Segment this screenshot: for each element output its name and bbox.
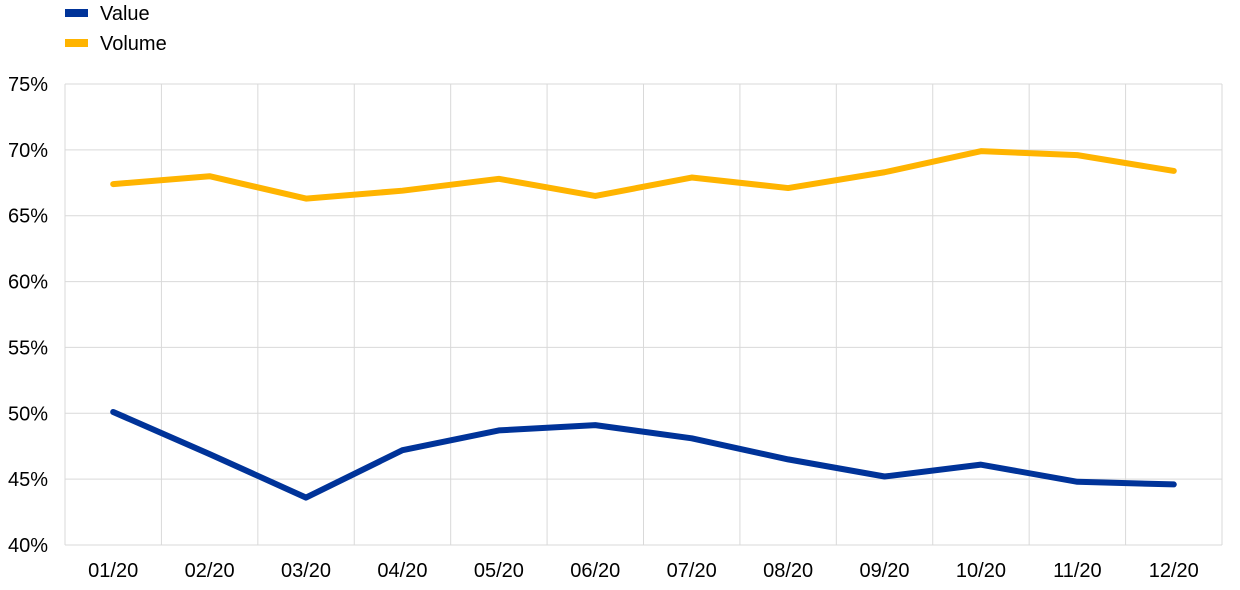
data-point-value <box>400 448 404 452</box>
data-point-value <box>593 423 597 427</box>
series <box>110 148 1177 501</box>
x-tick-label: 12/20 <box>1149 560 1199 582</box>
data-point-volume <box>400 189 404 193</box>
x-tick-label: 08/20 <box>763 560 813 582</box>
data-point-value <box>690 436 694 440</box>
y-tick-label: 60% <box>8 272 48 294</box>
data-point-value <box>883 475 887 479</box>
data-point-value <box>786 457 790 461</box>
data-point-value <box>979 463 983 467</box>
x-tick-label: 02/20 <box>185 560 235 582</box>
series-line-volume <box>110 148 1177 202</box>
data-point-volume <box>690 176 694 180</box>
data-point-value <box>208 452 212 456</box>
legend: Value Volume <box>65 3 167 55</box>
y-tick-label: 45% <box>8 469 48 491</box>
data-point-volume <box>208 174 212 178</box>
data-point-volume <box>1172 169 1176 173</box>
y-tick-label: 40% <box>8 535 48 557</box>
data-point-value <box>304 496 308 500</box>
series-line-value <box>110 408 1177 501</box>
data-point-volume <box>111 182 115 186</box>
x-tick-label: 10/20 <box>956 560 1006 582</box>
y-tick-label: 50% <box>8 403 48 425</box>
data-point-value <box>497 428 501 432</box>
data-point-volume <box>883 170 887 174</box>
legend-label-value: Value <box>100 3 150 25</box>
data-point-volume <box>1075 153 1079 157</box>
y-axis-ticks: 40% 45% 50% 55% 60% 65% 70% 75% <box>8 74 48 557</box>
x-tick-label: 05/20 <box>474 560 524 582</box>
y-tick-label: 75% <box>8 74 48 96</box>
x-tick-label: 06/20 <box>570 560 620 582</box>
x-tick-label: 07/20 <box>667 560 717 582</box>
y-tick-label: 70% <box>8 140 48 162</box>
data-point-volume <box>979 149 983 153</box>
legend-label-volume: Volume <box>100 33 167 55</box>
x-axis-ticks: 01/20 02/20 03/20 04/20 05/20 06/20 07/20 08/20… <box>88 560 1199 582</box>
data-point-volume <box>497 177 501 181</box>
data-point-volume <box>304 197 308 201</box>
data-point-volume <box>593 194 597 198</box>
x-tick-label: 04/20 <box>377 560 427 582</box>
x-tick-label: 09/20 <box>860 560 910 582</box>
y-tick-label: 65% <box>8 206 48 228</box>
data-point-value <box>1075 480 1079 484</box>
x-tick-label: 03/20 <box>281 560 331 582</box>
x-tick-label: 11/20 <box>1053 560 1102 582</box>
data-point-volume <box>786 186 790 190</box>
x-tick-label: 01/20 <box>88 560 138 582</box>
data-point-value <box>111 410 115 414</box>
grid <box>64 83 1223 546</box>
legend-swatch-volume <box>65 39 88 47</box>
y-tick-label: 55% <box>8 337 48 359</box>
legend-swatch-value <box>65 9 88 17</box>
data-point-value <box>1172 482 1176 486</box>
